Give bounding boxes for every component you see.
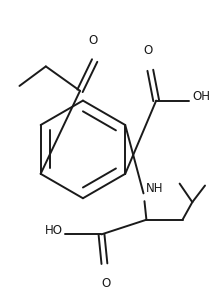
Text: NH: NH <box>145 182 163 195</box>
Text: O: O <box>144 44 153 57</box>
Text: O: O <box>88 34 97 47</box>
Text: OH: OH <box>192 90 210 103</box>
Text: O: O <box>102 277 111 290</box>
Text: HO: HO <box>44 224 62 237</box>
